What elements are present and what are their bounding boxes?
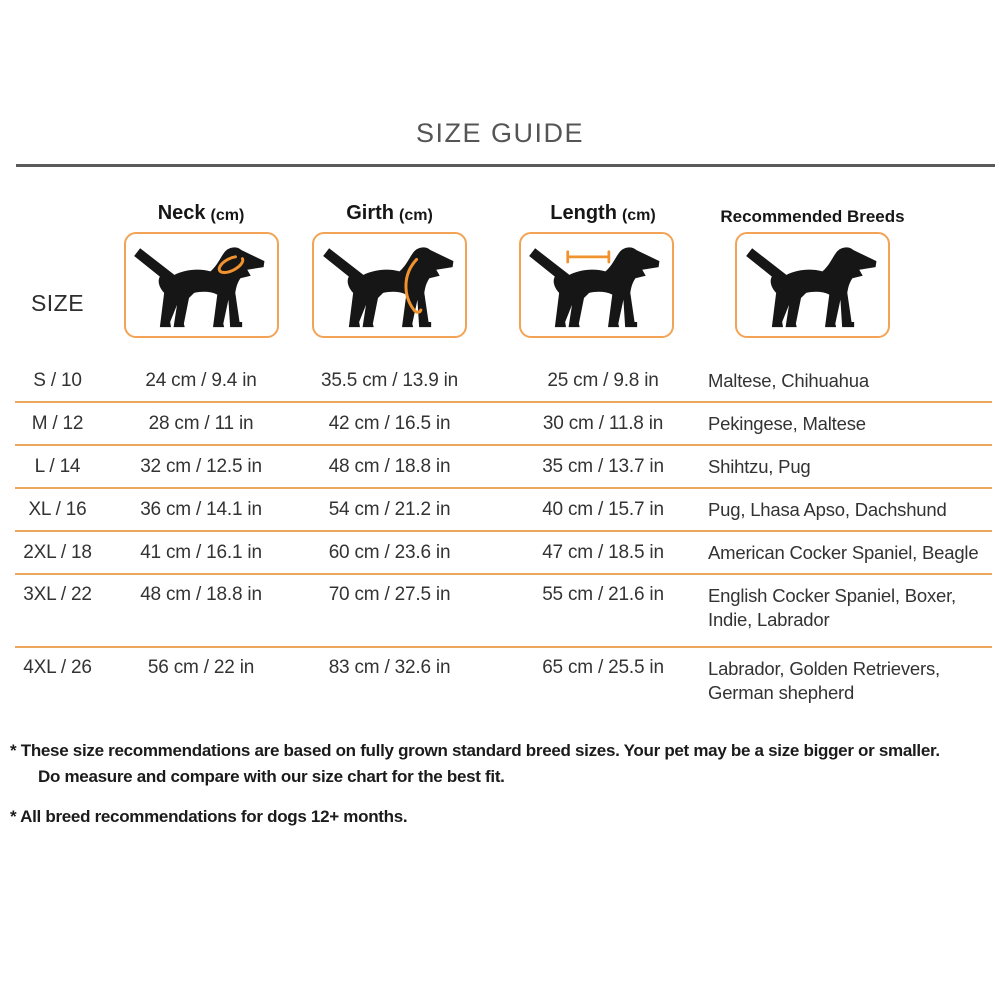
column-header-girth: Girth (cm) bbox=[287, 202, 492, 227]
row-divider bbox=[15, 646, 992, 648]
column-header-breeds: Recommended Breeds bbox=[720, 207, 905, 226]
footnotes: * These size recommendations are based o… bbox=[0, 738, 1000, 830]
table-row: S / 10 24 cm / 9.4 in 35.5 cm / 13.9 in … bbox=[0, 360, 1000, 401]
length-cell: 30 cm / 11.8 in bbox=[542, 412, 664, 434]
size-cell: 2XL / 18 bbox=[23, 541, 92, 563]
girth-header-unit: (cm) bbox=[399, 207, 433, 224]
length-arrow-marker bbox=[566, 250, 611, 264]
girth-header-label: Girth bbox=[346, 202, 394, 224]
girth-cell: 48 cm / 18.8 in bbox=[328, 455, 451, 477]
neck-cell: 48 cm / 18.8 in bbox=[140, 584, 262, 605]
column-header-breeds-wrap: Recommended Breeds bbox=[700, 207, 1000, 227]
size-cell: M / 12 bbox=[31, 412, 84, 434]
size-cell: 3XL / 22 bbox=[23, 584, 92, 605]
length-cell: 35 cm / 13.7 in bbox=[542, 455, 664, 477]
length-header-unit: (cm) bbox=[621, 207, 656, 224]
length-header-label: Length bbox=[550, 202, 617, 224]
length-cell: 47 cm / 18.5 in bbox=[542, 541, 664, 563]
girth-cell: 83 cm / 32.6 in bbox=[328, 657, 451, 678]
footnote-sizing-line2: Do measure and compare with our size cha… bbox=[38, 767, 505, 786]
girth-measure-dog-icon bbox=[312, 232, 467, 338]
size-cell: L / 14 bbox=[34, 455, 81, 477]
neck-collar-marker bbox=[217, 255, 245, 274]
neck-cell: 28 cm / 11 in bbox=[148, 412, 254, 434]
girth-cell: 42 cm / 16.5 in bbox=[328, 412, 451, 434]
length-cell: 55 cm / 21.6 in bbox=[542, 584, 664, 605]
column-header-length: Length (cm) bbox=[492, 202, 700, 227]
breeds-cell: Pug, Lhasa Apso, Dachshund bbox=[708, 498, 947, 520]
header-rule bbox=[16, 164, 995, 167]
neck-cell: 41 cm / 16.1 in bbox=[140, 541, 262, 563]
plain-dog-icon bbox=[735, 232, 890, 338]
breeds-cell: Labrador, Golden Retrievers, German shep… bbox=[708, 658, 940, 703]
column-header-neck: Neck (cm) bbox=[115, 202, 287, 227]
length-cell: 40 cm / 15.7 in bbox=[542, 498, 664, 520]
row-divider bbox=[15, 573, 992, 575]
neck-cell: 32 cm / 12.5 in bbox=[140, 455, 262, 477]
length-cell: 65 cm / 25.5 in bbox=[542, 657, 664, 678]
dog-diagram-row: SIZE bbox=[0, 229, 1000, 341]
table-row: 3XL / 22 48 cm / 18.8 in 70 cm / 27.5 in… bbox=[0, 575, 1000, 646]
girth-cell: 70 cm / 27.5 in bbox=[328, 584, 451, 605]
girth-cell: 60 cm / 23.6 in bbox=[328, 541, 451, 563]
breeds-cell: American Cocker Spaniel, Beagle bbox=[708, 541, 979, 563]
table-header-row: Neck (cm) Girth (cm) Length (cm) Recomme… bbox=[0, 167, 1000, 229]
size-cell: XL / 16 bbox=[28, 498, 87, 520]
size-cell: S / 10 bbox=[33, 369, 82, 391]
footnote-sizing-line1: * These size recommendations are based o… bbox=[10, 741, 940, 760]
page-title: SIZE GUIDE bbox=[415, 118, 585, 148]
neck-header-unit: (cm) bbox=[210, 207, 245, 224]
row-divider bbox=[15, 530, 992, 532]
size-cell: 4XL / 26 bbox=[23, 657, 92, 678]
neck-measure-dog-icon bbox=[123, 232, 279, 338]
neck-cell: 24 cm / 9.4 in bbox=[145, 369, 257, 391]
table-row: 2XL / 18 41 cm / 16.1 in 60 cm / 23.6 in… bbox=[0, 532, 1000, 573]
size-column-label: SIZE bbox=[30, 290, 85, 316]
table-row: L / 14 32 cm / 12.5 in 48 cm / 18.8 in 3… bbox=[0, 446, 1000, 487]
row-divider bbox=[15, 487, 992, 489]
neck-cell: 56 cm / 22 in bbox=[147, 657, 255, 678]
length-cell: 25 cm / 9.8 in bbox=[547, 369, 659, 391]
table-row: 4XL / 26 56 cm / 22 in 83 cm / 32.6 in 6… bbox=[0, 648, 1000, 712]
breeds-cell: English Cocker Spaniel, Boxer, Indie, La… bbox=[708, 585, 956, 630]
breeds-cell: Pekingese, Maltese bbox=[708, 412, 866, 434]
neck-header-label: Neck bbox=[157, 202, 206, 224]
girth-cell: 54 cm / 21.2 in bbox=[328, 498, 451, 520]
breeds-cell: Maltese, Chihuahua bbox=[708, 369, 869, 391]
row-divider bbox=[15, 444, 992, 446]
footnote-age: * All breed recommendations for dogs 12+… bbox=[10, 807, 408, 826]
row-divider bbox=[15, 401, 992, 403]
neck-cell: 36 cm / 14.1 in bbox=[140, 498, 262, 520]
table-row: M / 12 28 cm / 11 in 42 cm / 16.5 in 30 … bbox=[0, 403, 1000, 444]
size-table: S / 10 24 cm / 9.4 in 35.5 cm / 13.9 in … bbox=[0, 360, 1000, 712]
table-row: XL / 16 36 cm / 14.1 in 54 cm / 21.2 in … bbox=[0, 489, 1000, 530]
breeds-cell: Shihtzu, Pug bbox=[708, 455, 811, 477]
girth-cell: 35.5 cm / 13.9 in bbox=[320, 369, 459, 391]
girth-band-marker bbox=[403, 257, 422, 314]
length-measure-dog-icon bbox=[518, 232, 674, 338]
